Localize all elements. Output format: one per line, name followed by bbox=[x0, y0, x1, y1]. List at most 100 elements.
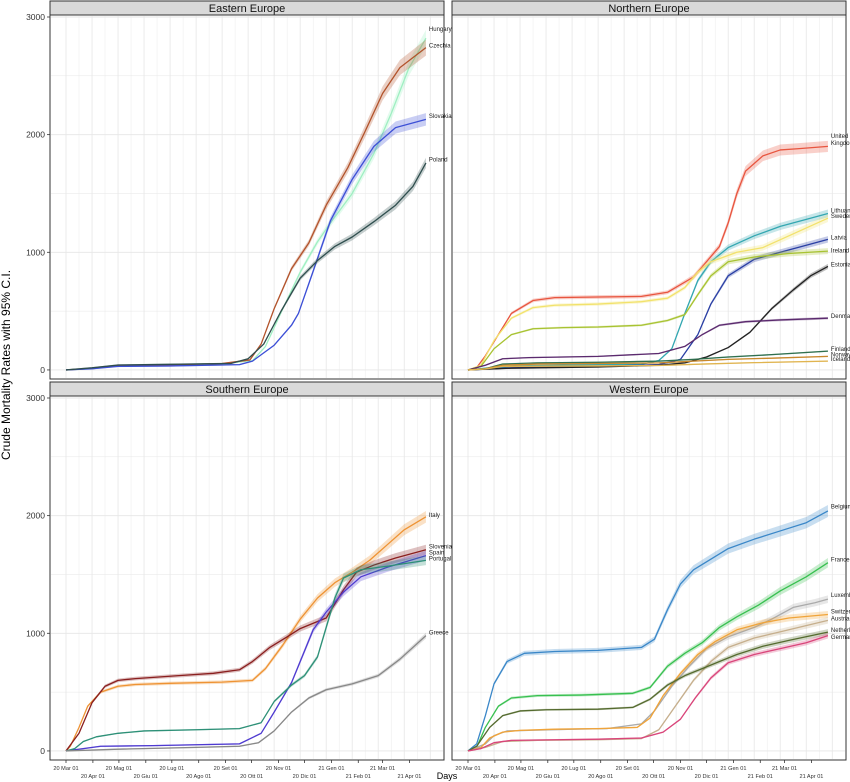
y-tick-label: 2000 bbox=[26, 511, 45, 521]
series-label: France bbox=[831, 558, 850, 564]
series-label: Switzerland bbox=[831, 609, 850, 615]
series-portugal: Portugal bbox=[65, 555, 451, 752]
x-tick-label: 21 Feb 01 bbox=[748, 774, 773, 780]
facet-title: Western Europe bbox=[609, 384, 688, 396]
facet-title: Northern Europe bbox=[608, 3, 689, 15]
series-line bbox=[65, 118, 427, 371]
series-label: Estonia bbox=[831, 262, 850, 268]
series-line bbox=[467, 217, 829, 371]
series-label: UnitedKingdom bbox=[831, 134, 850, 147]
x-tick-label: 21 Mar 01 bbox=[772, 766, 797, 772]
gridlines bbox=[453, 397, 845, 759]
confidence-band bbox=[468, 214, 828, 370]
x-tick-label: 20 Ott 01 bbox=[642, 774, 665, 780]
series-italy: Italy bbox=[65, 510, 440, 752]
x-tick-label: 20 Mar 01 bbox=[53, 766, 78, 772]
x-tick-label: 21 Feb 01 bbox=[346, 774, 371, 780]
x-tick-label: 20 Ago 01 bbox=[588, 774, 613, 780]
series-line bbox=[467, 613, 828, 752]
series-line bbox=[65, 555, 427, 752]
series-czechia: Czechia bbox=[65, 39, 451, 371]
series-line bbox=[65, 635, 427, 752]
confidence-band bbox=[468, 632, 828, 751]
series-line bbox=[467, 250, 828, 371]
series-label: Iceland bbox=[831, 357, 850, 363]
x-tick-label: 20 Dic 01 bbox=[293, 774, 317, 780]
series-label: Belgium bbox=[831, 505, 850, 511]
series-line bbox=[467, 631, 829, 752]
gridlines bbox=[51, 397, 443, 759]
x-tick-label: 20 Ago 01 bbox=[186, 774, 211, 780]
series-sweden: Sweden bbox=[467, 214, 850, 371]
x-tick-label: 20 Nov 01 bbox=[266, 766, 292, 772]
series-label: Norway bbox=[831, 352, 850, 358]
series-line bbox=[467, 317, 828, 371]
confidence-band bbox=[468, 617, 828, 751]
series-slovakia: Slovakia bbox=[65, 113, 452, 371]
y-tick-label: 2000 bbox=[26, 130, 45, 140]
series-label: Sweden bbox=[831, 214, 850, 220]
series-line bbox=[467, 355, 828, 371]
series-label: Greece bbox=[429, 630, 449, 636]
y-axis-label: Crude Mortality Rates with 95% C.I. bbox=[0, 270, 13, 460]
x-tick-label: 21 Gen 01 bbox=[720, 766, 746, 772]
facet-panels: Eastern Europe 0 1000 2000 3000 Hungary Czechi… bbox=[26, 0, 850, 780]
y-tick-label: 0 bbox=[40, 365, 45, 375]
x-axis-label: Days bbox=[437, 771, 458, 781]
series-line bbox=[65, 516, 427, 752]
series-estonia: Estonia bbox=[467, 262, 850, 371]
x-tick-label: 20 Lug 01 bbox=[561, 766, 586, 772]
series-label: Portugal bbox=[429, 556, 451, 562]
gridlines bbox=[453, 16, 845, 378]
series-label: Denmark bbox=[831, 314, 850, 320]
facet-title: Eastern Europe bbox=[209, 3, 285, 15]
series-poland: Poland bbox=[65, 157, 448, 371]
x-tick-label: 20 Giu 01 bbox=[536, 774, 560, 780]
x-tick-label: 20 Apr 01 bbox=[483, 774, 507, 780]
confidence-band bbox=[468, 629, 828, 751]
series-slovenia: Slovenia bbox=[65, 545, 453, 752]
series-label: Hungary bbox=[429, 27, 452, 33]
y-tick-label: 0 bbox=[40, 746, 45, 756]
series-iceland: Iceland bbox=[467, 357, 850, 371]
series-spain: Spain bbox=[65, 550, 444, 752]
x-tick-label: 20 Set 01 bbox=[214, 766, 238, 772]
x-tick-label: 21 Gen 01 bbox=[318, 766, 344, 772]
x-tick-label: 21 Apr 01 bbox=[397, 774, 421, 780]
series-label: Slovakia bbox=[429, 114, 452, 120]
series-belgium: Belgium bbox=[467, 505, 850, 752]
x-tick-label: 20 Mar 01 bbox=[455, 766, 480, 772]
series-france: France bbox=[467, 558, 850, 752]
series-label: Lithuania bbox=[831, 208, 850, 214]
series-line bbox=[65, 47, 427, 371]
x-tick-label: 20 Giu 01 bbox=[134, 774, 158, 780]
facet-panel: Northern Europe UnitedKingdom LithuaniaSwe… bbox=[451, 0, 850, 380]
series-greece: Greece bbox=[65, 630, 449, 752]
series-label: Latvia bbox=[831, 235, 848, 241]
series-germany: Germany bbox=[467, 632, 850, 752]
y-tick-label: 3000 bbox=[26, 393, 45, 403]
plot-area bbox=[49, 14, 445, 380]
x-tick-label: 20 Mag 01 bbox=[106, 766, 132, 772]
series-line bbox=[65, 559, 427, 752]
confidence-band bbox=[468, 595, 828, 751]
facet-panel: Southern Europe 0 1000 2000 3000 20 Mar 01 20 … bbox=[26, 381, 453, 780]
series-line bbox=[467, 265, 829, 371]
y-tick-label: 1000 bbox=[26, 628, 45, 638]
series-label: Finland bbox=[831, 347, 850, 353]
series-label: Netherlands bbox=[831, 628, 850, 634]
series-switzerland: Switzerland bbox=[467, 609, 850, 752]
facet-title: Southern Europe bbox=[205, 384, 288, 396]
series-norway: Norway bbox=[467, 352, 850, 371]
series-netherlands: Netherlands bbox=[467, 628, 850, 752]
series-line bbox=[467, 635, 829, 752]
x-tick-label: 20 Ott 01 bbox=[240, 774, 263, 780]
x-tick-label: 20 Dic 01 bbox=[695, 774, 719, 780]
facet-panel: Eastern Europe 0 1000 2000 3000 Hungary Czechi… bbox=[26, 0, 452, 380]
series-label: Spain bbox=[429, 550, 444, 556]
x-tick-label: 20 Mag 01 bbox=[508, 766, 534, 772]
series-ireland: Ireland bbox=[467, 248, 849, 371]
series-line bbox=[65, 162, 427, 371]
series-label: Czechia bbox=[429, 44, 451, 50]
